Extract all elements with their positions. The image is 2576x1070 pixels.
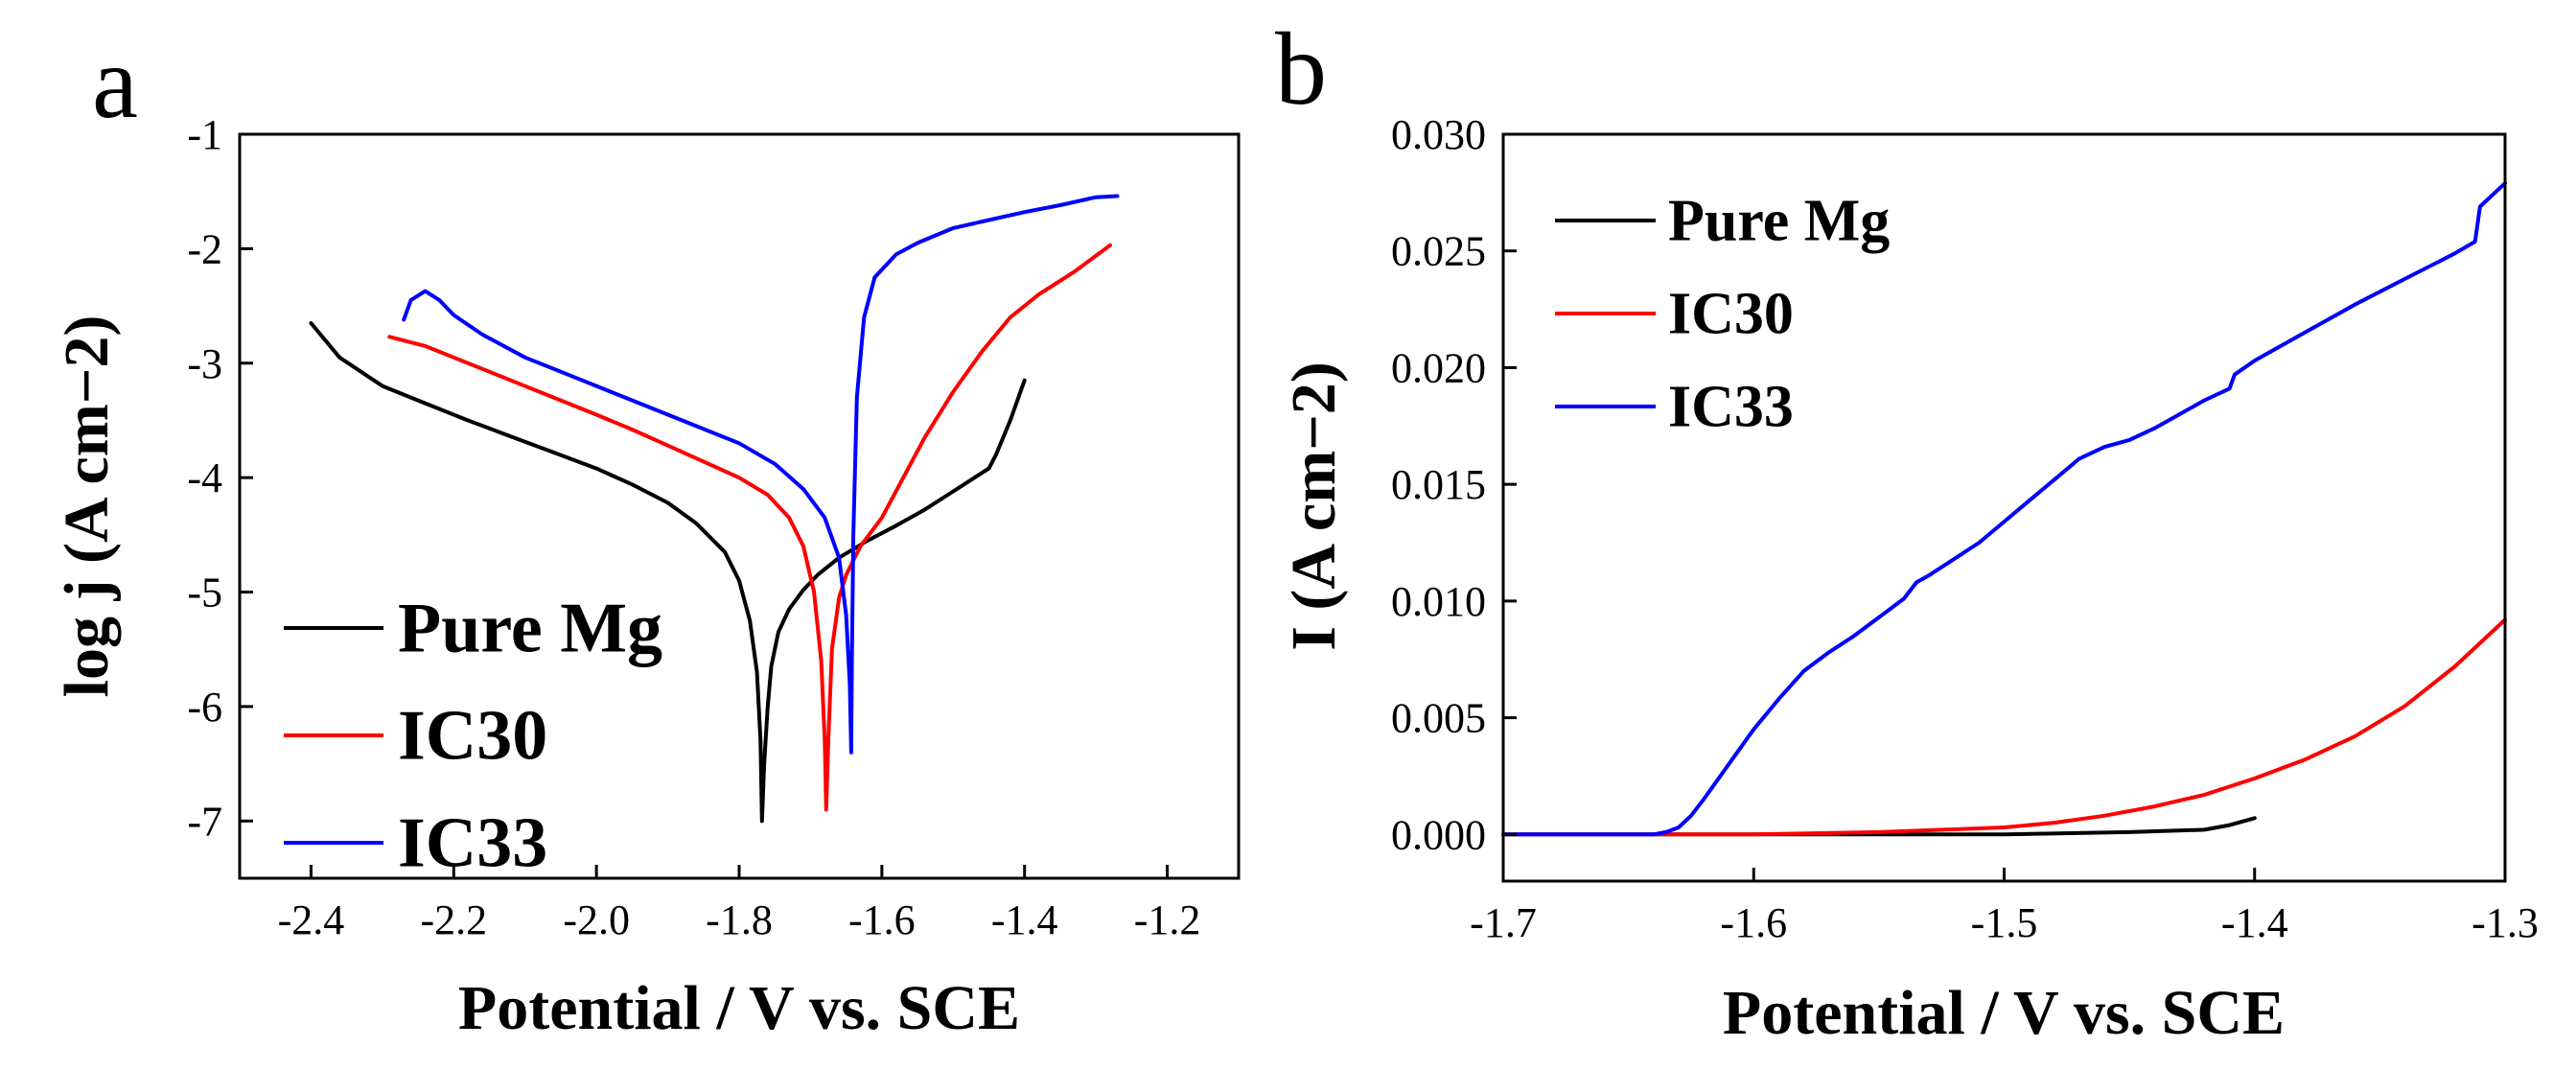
x-tick-label: -1.7	[1470, 899, 1537, 946]
panel-b-legend: Pure Mg IC30 IC33	[1555, 188, 1890, 439]
y-tick-label: 0.010	[1391, 578, 1486, 625]
series-line-ic30	[1501, 617, 2507, 837]
x-tick-label: -1.5	[1971, 899, 2038, 946]
panel-a-legend: Pure Mg IC30 IC33	[284, 589, 662, 882]
series-line-ic33	[402, 194, 1120, 755]
y-tick-label: -2	[187, 225, 222, 272]
legend-label: IC30	[398, 696, 547, 775]
x-tick-label: -1.3	[2472, 899, 2539, 946]
y-tick-label: 0.015	[1391, 461, 1486, 508]
x-tick-label: -1.6	[848, 896, 916, 943]
y-tick-label: -3	[187, 340, 222, 387]
y-tick-label: 0.000	[1391, 811, 1486, 858]
panel-b-ticks: -1.7 -1.6 -1.5 -1.4 -1.3 0.000 0.005 0.010 0.015…	[1391, 111, 2539, 946]
panel-a-series-group	[309, 194, 1120, 824]
series-line-ic33	[1501, 181, 2507, 837]
x-tick-label: -2.2	[420, 896, 487, 943]
x-tick-label: -1.4	[2221, 899, 2288, 946]
y-tick-label: -6	[187, 684, 222, 731]
legend-label: Pure Mg	[1668, 188, 1890, 253]
legend-label: IC33	[398, 803, 547, 882]
y-tick-label: -5	[187, 570, 222, 616]
panel-b-chart: b -1.7 -1.6 -1.5 -1.4 -1.3 0.000 0.005 0.010 0.0…	[1275, 12, 2539, 1048]
x-tick-label: -1.2	[1134, 896, 1201, 943]
panel-a-chart: a -2.4 -2.2 -2.0 -1.8 -1.6 -1.4 -1.2 -1 -2 -3 -4 -5…	[52, 26, 1241, 1043]
panel-b-series-group	[1501, 181, 2507, 837]
legend-label: IC33	[1668, 374, 1794, 439]
legend-label: IC30	[1668, 281, 1794, 346]
x-tick-label: -2.0	[563, 896, 630, 943]
y-tick-label: 0.005	[1391, 695, 1486, 742]
y-tick-label: -1	[187, 111, 222, 158]
x-tick-label: -2.4	[278, 896, 345, 943]
x-tick-label: -1.4	[991, 896, 1058, 943]
panel-b-ylabel: I (A cm−2)	[1279, 361, 1349, 651]
panel-a-xlabel: Potential / V vs. SCE	[458, 973, 1020, 1043]
y-tick-label: 0.025	[1391, 228, 1486, 275]
x-tick-label: -1.6	[1720, 899, 1787, 946]
panel-a-label: a	[92, 26, 138, 140]
panel-a-ylabel: log j (A cm−2)	[52, 315, 122, 698]
panel-a-ticks: -2.4 -2.2 -2.0 -1.8 -1.6 -1.4 -1.2 -1 -2 -3 -4 -5 -6…	[187, 111, 1200, 943]
series-line-ic30	[387, 243, 1112, 812]
panel-b-xlabel: Potential / V vs. SCE	[1723, 978, 2285, 1048]
y-tick-label: 0.030	[1391, 111, 1486, 158]
legend-label: Pure Mg	[398, 589, 662, 667]
panel-b-frame	[1501, 132, 2507, 883]
y-tick-label: -7	[187, 798, 222, 845]
series-line-pure-mg	[309, 321, 1027, 824]
panel-b-label: b	[1275, 12, 1327, 127]
panel-a-frame	[238, 132, 1241, 880]
x-tick-label: -1.8	[706, 896, 773, 943]
y-tick-label: 0.020	[1391, 344, 1486, 391]
y-tick-label: -4	[187, 454, 222, 501]
